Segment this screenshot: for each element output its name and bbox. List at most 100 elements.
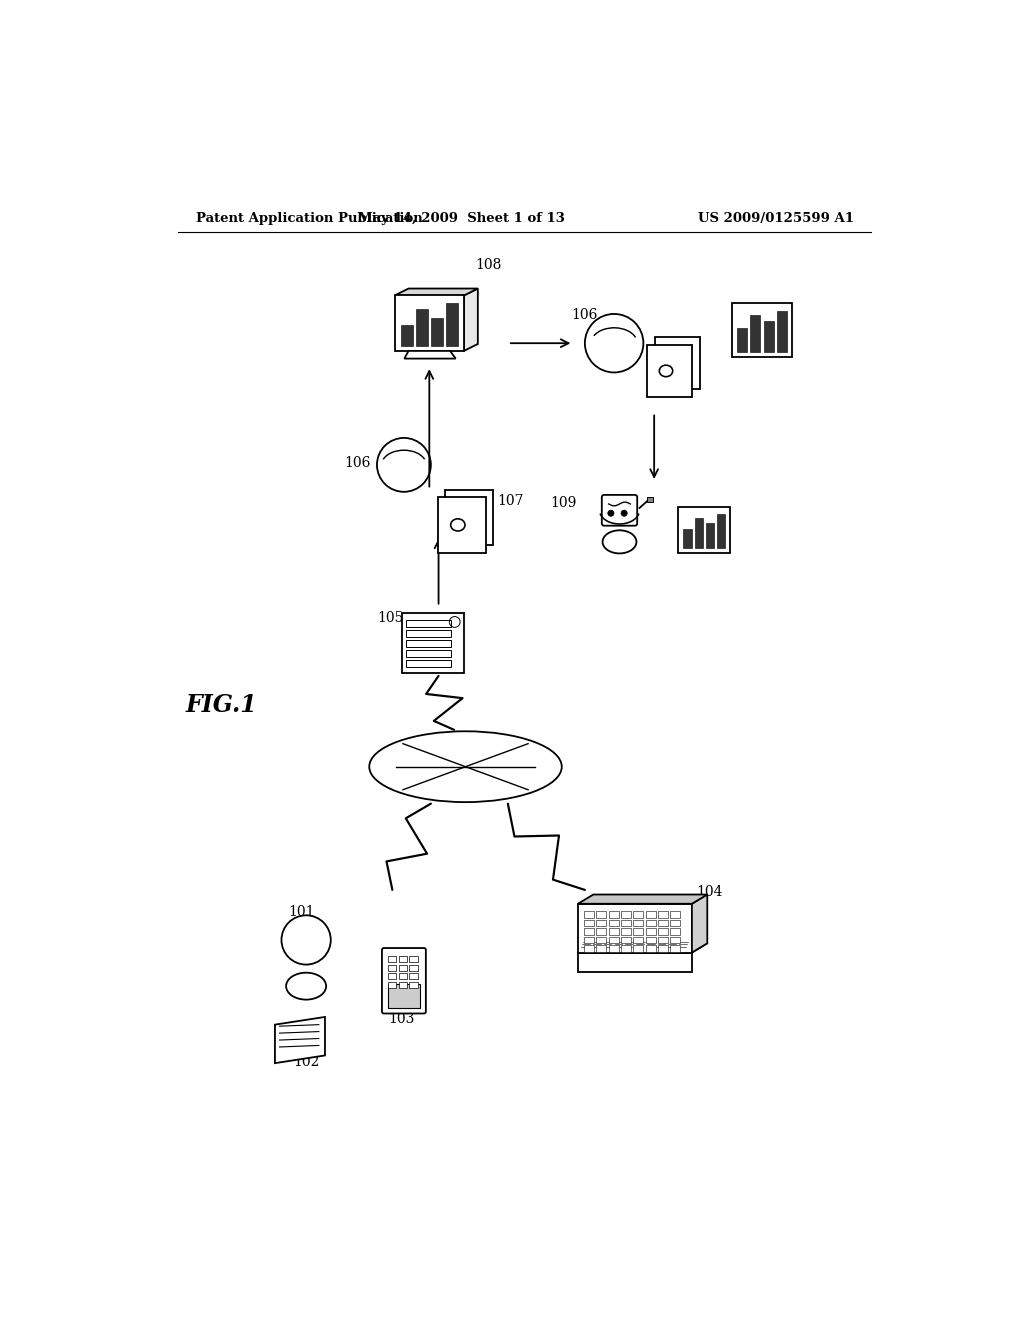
Bar (584, 920, 594, 927)
Bar (608, 945, 618, 952)
Bar (764, 322, 773, 351)
Bar (658, 920, 668, 927)
Bar (407, 660, 451, 668)
Text: 109: 109 (551, 496, 578, 511)
Bar (671, 920, 680, 927)
Bar (732, 304, 792, 358)
Bar (402, 612, 464, 673)
Circle shape (621, 510, 628, 516)
Bar (646, 498, 652, 502)
Bar (410, 956, 418, 962)
Bar (671, 945, 680, 952)
Bar (647, 345, 692, 397)
Bar (596, 928, 606, 935)
Bar (388, 956, 396, 962)
Bar (394, 296, 464, 351)
Bar (398, 973, 407, 979)
Polygon shape (394, 289, 478, 296)
Bar (658, 945, 668, 952)
Bar (671, 911, 680, 917)
Bar (596, 945, 606, 952)
Bar (776, 310, 786, 351)
Bar (431, 318, 442, 346)
Bar (621, 945, 631, 952)
Bar (584, 911, 594, 917)
Text: Patent Application Publication: Patent Application Publication (196, 213, 423, 224)
Bar (398, 982, 407, 987)
Bar (671, 928, 680, 935)
Ellipse shape (451, 519, 465, 531)
FancyBboxPatch shape (382, 948, 426, 1014)
Text: 102: 102 (293, 1056, 319, 1069)
Bar (634, 911, 643, 917)
Text: 107: 107 (497, 494, 523, 508)
Text: 104: 104 (696, 886, 723, 899)
Bar (683, 528, 691, 548)
Polygon shape (404, 351, 456, 359)
Bar (646, 920, 655, 927)
Text: FIG.1: FIG.1 (185, 693, 257, 717)
Bar (621, 911, 631, 917)
Polygon shape (274, 1016, 325, 1063)
Bar (407, 651, 451, 657)
Bar (398, 965, 407, 970)
Text: 106: 106 (344, 455, 371, 470)
Polygon shape (578, 944, 708, 953)
Bar (694, 517, 702, 548)
Bar (445, 304, 458, 346)
Polygon shape (692, 895, 708, 953)
Bar (388, 985, 420, 1007)
Bar (578, 953, 692, 972)
Bar (717, 515, 725, 548)
FancyBboxPatch shape (602, 495, 637, 525)
Bar (634, 945, 643, 952)
Bar (706, 523, 714, 548)
Bar (407, 640, 451, 647)
Bar (608, 928, 618, 935)
Polygon shape (578, 895, 708, 904)
Bar (678, 507, 730, 553)
Text: 106: 106 (571, 308, 598, 322)
Ellipse shape (286, 973, 326, 999)
Ellipse shape (370, 731, 562, 803)
Bar (751, 315, 761, 351)
Bar (596, 920, 606, 927)
Bar (621, 928, 631, 935)
Bar (658, 911, 668, 917)
Bar (596, 937, 606, 942)
Bar (410, 965, 418, 970)
Bar (655, 337, 699, 389)
Bar (398, 956, 407, 962)
Bar (658, 937, 668, 942)
Text: 108: 108 (475, 257, 502, 272)
Bar (388, 973, 396, 979)
Bar (634, 928, 643, 935)
Bar (410, 982, 418, 987)
Bar (671, 937, 680, 942)
Bar (388, 965, 396, 970)
Bar (584, 937, 594, 942)
Bar (646, 928, 655, 935)
Bar (621, 920, 631, 927)
Text: 101: 101 (288, 906, 314, 919)
Bar (737, 327, 748, 351)
Bar (646, 911, 655, 917)
Bar (388, 982, 396, 987)
Bar (438, 498, 485, 553)
Ellipse shape (659, 366, 673, 376)
Bar (608, 937, 618, 942)
Bar (596, 911, 606, 917)
Bar (400, 326, 413, 346)
Bar (634, 937, 643, 942)
Bar (416, 309, 428, 346)
Bar (646, 937, 655, 942)
Bar (445, 490, 494, 545)
Bar (634, 920, 643, 927)
Bar (608, 911, 618, 917)
Bar (578, 904, 692, 953)
Circle shape (608, 510, 614, 516)
Bar (584, 928, 594, 935)
Text: 103: 103 (388, 1011, 415, 1026)
Bar (658, 928, 668, 935)
Text: May 14, 2009  Sheet 1 of 13: May 14, 2009 Sheet 1 of 13 (358, 213, 565, 224)
